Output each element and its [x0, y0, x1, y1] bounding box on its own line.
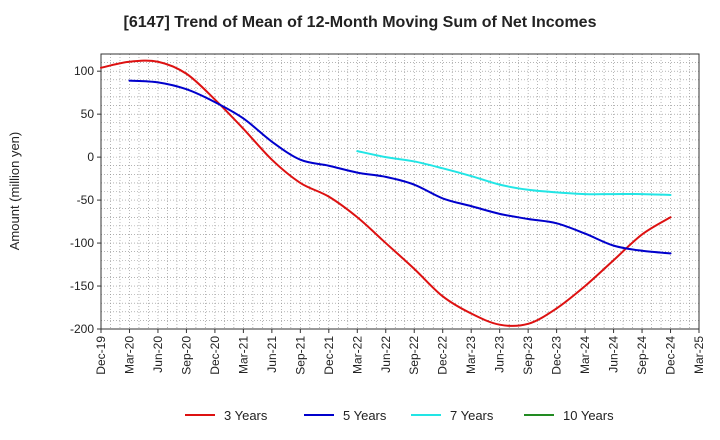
y-tick-label: -100	[70, 236, 94, 250]
y-tick-label: -50	[77, 193, 95, 207]
y-axis-ticks: 100 50 0 -50 -100 -150 -200	[70, 64, 101, 336]
horizontal-gridlines	[101, 62, 699, 321]
y-tick-label: 100	[74, 64, 94, 78]
series-line-7-years	[356, 150, 672, 196]
x-tick-label: Mar-20	[122, 336, 136, 374]
series-line-5-years	[128, 79, 672, 255]
x-tick-label: Dec-23	[550, 336, 564, 375]
x-tick-label: Sep-21	[293, 336, 307, 375]
x-tick-label: Mar-25	[692, 336, 706, 374]
series-line-3-years	[100, 59, 672, 327]
legend: 3 Years 5 Years 7 Years 10 Years	[185, 408, 614, 423]
legend-label-5-years: 5 Years	[343, 408, 387, 423]
x-tick-label: Sep-20	[179, 336, 193, 375]
x-tick-label: Jun-22	[379, 336, 393, 373]
x-tick-label: Mar-23	[464, 336, 478, 374]
x-tick-label: Mar-22	[350, 336, 364, 374]
x-tick-label: Mar-24	[578, 336, 592, 374]
y-tick-label: -150	[70, 279, 94, 293]
y-tick-label: -200	[70, 322, 94, 336]
legend-label-3-years: 3 Years	[224, 408, 268, 423]
x-tick-label: Sep-23	[521, 336, 535, 375]
x-tick-label: Mar-21	[236, 336, 250, 374]
chart-title: [6147] Trend of Mean of 12-Month Moving …	[123, 14, 597, 31]
series-layer	[100, 59, 672, 327]
legend-label-7-years: 7 Years	[450, 408, 494, 423]
x-tick-label: Jun-20	[151, 336, 165, 373]
y-axis-title: Amount (million yen)	[7, 132, 22, 251]
x-axis-ticks: Dec-19 Mar-20 Jun-20 Sep-20 Dec-20 Mar-21 Jun-…	[94, 329, 706, 375]
plot-background	[101, 54, 699, 329]
x-tick-label: Sep-24	[635, 336, 649, 375]
y-tick-label: 50	[81, 107, 95, 121]
plot-frame	[100, 53, 700, 330]
x-tick-label: Sep-22	[407, 336, 421, 375]
x-tick-label: Dec-20	[208, 336, 222, 375]
legend-label-10-years: 10 Years	[563, 408, 614, 423]
x-tick-label: Jun-21	[265, 336, 279, 373]
x-tick-label: Dec-22	[436, 336, 450, 375]
y-tick-label: 0	[87, 150, 94, 164]
x-tick-label: Jun-24	[607, 336, 621, 373]
vertical-gridlines	[110, 54, 690, 329]
x-tick-label: Dec-19	[94, 336, 108, 375]
x-tick-label: Jun-23	[493, 336, 507, 373]
x-tick-label: Dec-21	[322, 336, 336, 375]
x-tick-label: Dec-24	[664, 336, 678, 375]
